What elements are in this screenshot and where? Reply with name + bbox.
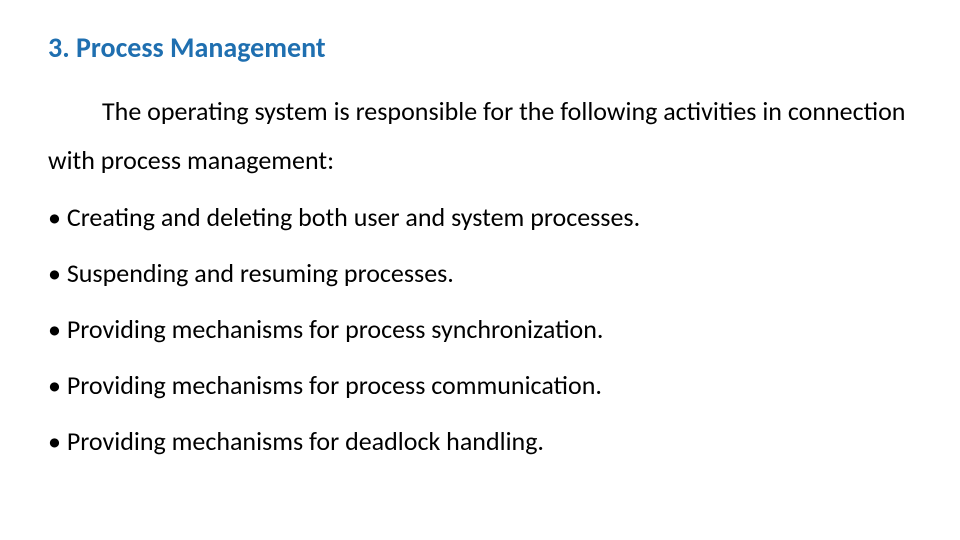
section-heading: 3. Process Management xyxy=(48,30,912,65)
bullet-item: • Providing mechanisms for process synch… xyxy=(48,316,912,342)
intro-paragraph: The operating system is responsible for … xyxy=(48,87,912,186)
bullet-item: • Providing mechanisms for deadlock hand… xyxy=(48,428,912,454)
slide-container: 3. Process Management The operating syst… xyxy=(0,0,960,540)
bullet-item: • Providing mechanisms for process commu… xyxy=(48,372,912,398)
bullet-item: • Creating and deleting both user and sy… xyxy=(48,204,912,230)
bullet-item: • Suspending and resuming processes. xyxy=(48,260,912,286)
